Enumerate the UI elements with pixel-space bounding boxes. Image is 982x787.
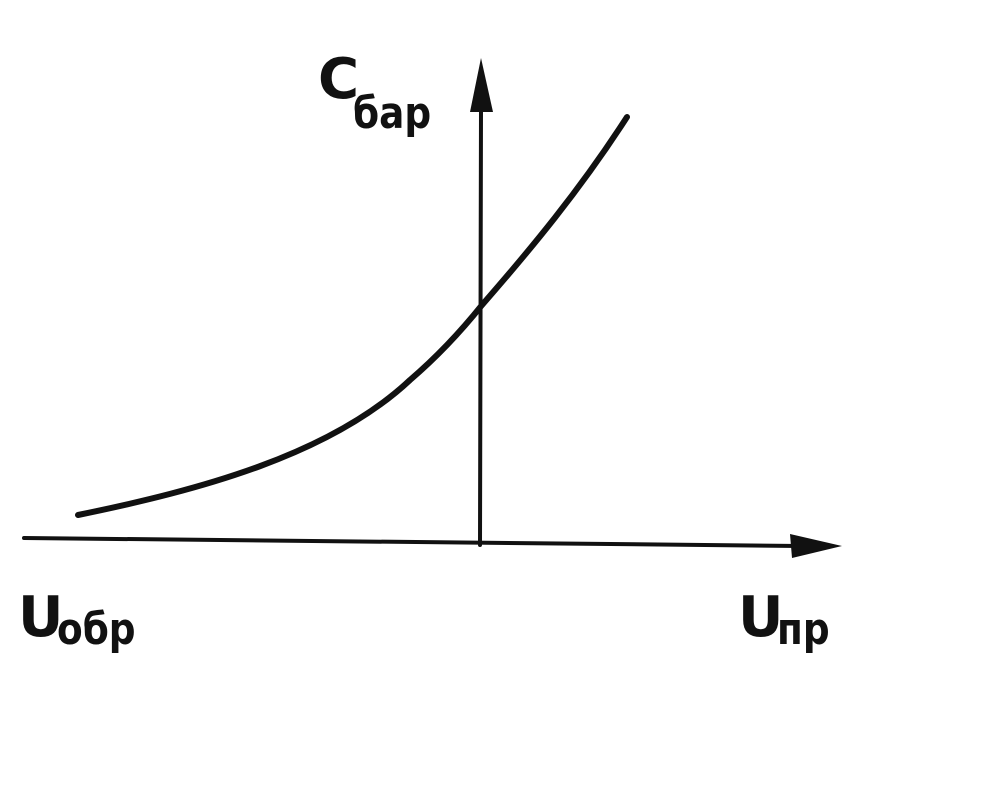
x-axis-arrowhead xyxy=(790,534,842,558)
y-axis-label-symbol: C xyxy=(318,47,360,112)
y-axis xyxy=(478,108,483,547)
y-axis-arrowhead xyxy=(470,58,493,112)
x-axis xyxy=(22,536,802,548)
x-axis-positive-label-subscript: пр xyxy=(777,604,831,655)
x-axis-negative-label-subscript: обр xyxy=(57,604,137,655)
capacitance-curve xyxy=(75,114,630,518)
y-axis-label: Cбар xyxy=(318,52,451,136)
y-axis-label-subscript: бар xyxy=(353,88,432,139)
x-axis-negative-label: Uобр xyxy=(18,590,156,652)
x-axis-positive-label: Uпр xyxy=(738,590,845,652)
x-axis-negative-label-symbol: U xyxy=(18,585,64,650)
x-axis-positive-label-symbol: U xyxy=(738,585,784,650)
